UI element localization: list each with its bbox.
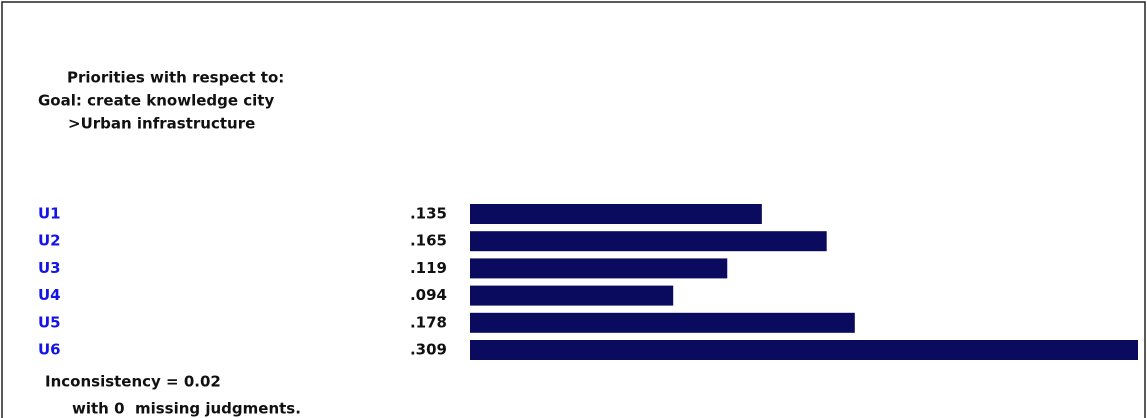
bar [470,204,762,224]
title-line: Goal: create knowledge city [38,92,274,110]
category-label: U4 [38,286,61,304]
value-label: .165 [410,232,447,250]
value-label: .135 [410,205,447,223]
value-label: .119 [410,259,447,277]
footer-line: Inconsistency = 0.02 [45,373,221,391]
category-label: U2 [38,232,61,250]
category-label: U1 [38,205,61,223]
value-label: .309 [410,341,447,359]
value-label: .094 [410,286,447,304]
value-label: .178 [410,313,447,331]
category-label: U5 [38,313,61,331]
bar [470,285,674,306]
title-line: Priorities with respect to: [67,69,284,87]
category-label: U6 [38,341,61,359]
bar [470,258,728,279]
bar [470,340,1138,360]
bar [470,312,855,333]
title-line: >Urban infrastructure [68,115,255,133]
bar [470,231,827,252]
category-label: U3 [38,259,61,277]
footer-line: with 0 missing judgments. [72,400,301,418]
